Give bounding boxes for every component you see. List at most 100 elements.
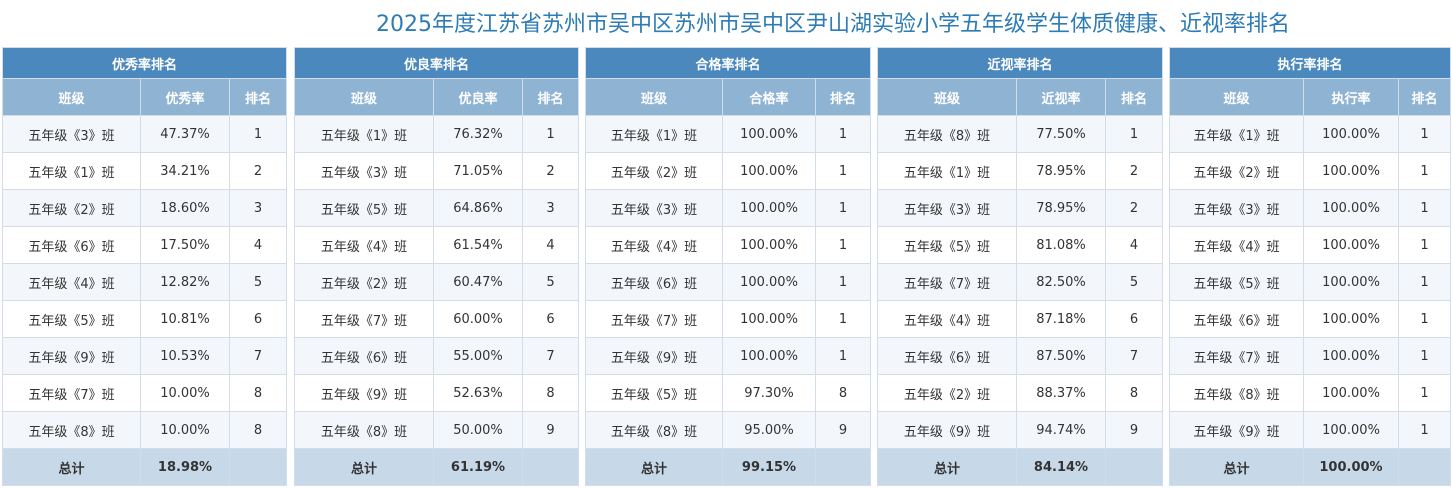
rate-cell: 10.00% — [140, 374, 230, 412]
table-row: 五年级《8》班 100.00% 1 — [1169, 374, 1452, 412]
rate-cell: 52.63% — [433, 374, 523, 412]
rate-cell: 100.00% — [722, 115, 816, 153]
table-row: 五年级《6》班 100.00% 1 — [585, 263, 872, 301]
rate-cell: 61.54% — [433, 226, 523, 264]
total-rank-empty — [1397, 448, 1452, 486]
class-name-cell: 五年级《7》班 — [877, 263, 1017, 301]
column-header: 班级 — [877, 78, 1017, 116]
class-name-cell: 五年级《7》班 — [1169, 337, 1304, 375]
rate-cell: 100.00% — [722, 263, 816, 301]
panel-header: 优良率排名 — [293, 47, 580, 79]
class-name-cell: 五年级《2》班 — [294, 263, 434, 301]
column-header: 优良率 — [433, 78, 523, 116]
class-name-cell: 五年级《3》班 — [2, 115, 141, 153]
rate-cell: 100.00% — [722, 300, 816, 338]
table-row: 五年级《7》班 100.00% 1 — [1169, 337, 1452, 375]
rate-cell: 55.00% — [433, 337, 523, 375]
table-row: 五年级《9》班 100.00% 1 — [1169, 411, 1452, 449]
total-label: 总计 — [585, 448, 723, 486]
table-row: 五年级《4》班 87.18% 6 — [877, 300, 1164, 338]
rank-cell: 9 — [521, 411, 580, 449]
rank-cell: 8 — [228, 374, 288, 412]
page-title: 2025年度江苏省苏州市吴中区苏州市吴中区尹山湖实验小学五年级学生体质健康、近视… — [376, 12, 1290, 37]
table-row: 五年级《6》班 55.00% 7 — [294, 337, 580, 375]
total-row: 总计 99.15% — [585, 448, 872, 486]
rate-cell: 60.47% — [433, 263, 523, 301]
rate-cell: 87.18% — [1016, 300, 1106, 338]
table-row: 五年级《2》班 88.37% 8 — [877, 374, 1164, 412]
class-name-cell: 五年级《3》班 — [1169, 189, 1304, 227]
column-header: 优秀率 — [140, 78, 230, 116]
rate-cell: 88.37% — [1016, 374, 1106, 412]
total-rank-empty — [521, 448, 580, 486]
table-row: 五年级《1》班 76.32% 1 — [294, 115, 580, 153]
excellent-rate-table: 优秀率排名 班级 优秀率 排名 五年级《3》班 47.37% 1 五年级《1》班 34.21% 2… — [1, 47, 288, 486]
rank-cell: 5 — [521, 263, 580, 301]
rank-cell: 2 — [1104, 189, 1164, 227]
column-header: 班级 — [2, 78, 141, 116]
class-name-cell: 五年级《5》班 — [2, 300, 141, 338]
class-name-cell: 五年级《9》班 — [585, 337, 723, 375]
rate-cell: 82.50% — [1016, 263, 1106, 301]
total-value: 84.14% — [1016, 448, 1106, 486]
rate-cell: 100.00% — [1303, 411, 1399, 449]
column-header: 执行率 — [1303, 78, 1399, 116]
table-row: 五年级《5》班 10.81% 6 — [2, 300, 288, 338]
rank-cell: 6 — [1104, 300, 1164, 338]
rate-cell: 71.05% — [433, 152, 523, 190]
class-name-cell: 五年级《6》班 — [877, 337, 1017, 375]
table-row: 五年级《6》班 17.50% 4 — [2, 226, 288, 264]
rank-cell: 1 — [814, 115, 872, 153]
class-name-cell: 五年级《6》班 — [585, 263, 723, 301]
table-row: 五年级《8》班 50.00% 9 — [294, 411, 580, 449]
table-row: 五年级《9》班 52.63% 8 — [294, 374, 580, 412]
rank-cell: 2 — [1104, 152, 1164, 190]
total-rank-empty — [228, 448, 288, 486]
rate-cell: 76.32% — [433, 115, 523, 153]
rank-cell: 1 — [1397, 337, 1452, 375]
class-name-cell: 五年级《6》班 — [2, 226, 141, 264]
table-row: 五年级《9》班 100.00% 1 — [585, 337, 872, 375]
total-value: 18.98% — [140, 448, 230, 486]
rank-cell: 1 — [1397, 263, 1452, 301]
table-row: 五年级《3》班 100.00% 1 — [585, 189, 872, 227]
class-name-cell: 五年级《4》班 — [877, 300, 1017, 338]
rate-cell: 10.53% — [140, 337, 230, 375]
rate-cell: 100.00% — [722, 189, 816, 227]
rate-cell: 100.00% — [1303, 337, 1399, 375]
class-name-cell: 五年级《1》班 — [294, 115, 434, 153]
rank-cell: 2 — [521, 152, 580, 190]
total-row: 总计 84.14% — [877, 448, 1164, 486]
rate-cell: 12.82% — [140, 263, 230, 301]
rate-cell: 17.50% — [140, 226, 230, 264]
class-name-cell: 五年级《4》班 — [1169, 226, 1304, 264]
rate-cell: 100.00% — [722, 337, 816, 375]
rank-cell: 1 — [1397, 300, 1452, 338]
rank-cell: 1 — [228, 115, 288, 153]
table-row: 五年级《3》班 71.05% 2 — [294, 152, 580, 190]
table-row: 五年级《4》班 61.54% 4 — [294, 226, 580, 264]
class-name-cell: 五年级《7》班 — [2, 374, 141, 412]
rank-cell: 6 — [521, 300, 580, 338]
rank-cell: 8 — [228, 411, 288, 449]
pass-rate-table: 合格率排名 班级 合格率 排名 五年级《1》班 100.00% 1 五年级《2》班 100.00… — [584, 47, 872, 486]
class-name-cell: 五年级《8》班 — [2, 411, 141, 449]
class-name-cell: 五年级《8》班 — [585, 411, 723, 449]
table-row: 五年级《4》班 100.00% 1 — [585, 226, 872, 264]
column-header: 排名 — [1104, 78, 1164, 116]
column-header: 班级 — [1169, 78, 1304, 116]
class-name-cell: 五年级《4》班 — [585, 226, 723, 264]
class-name-cell: 五年级《8》班 — [877, 115, 1017, 153]
column-header: 排名 — [1397, 78, 1452, 116]
column-header: 排名 — [521, 78, 580, 116]
total-label: 总计 — [1169, 448, 1304, 486]
rate-cell: 50.00% — [433, 411, 523, 449]
rank-cell: 1 — [521, 115, 580, 153]
column-header: 班级 — [585, 78, 723, 116]
table-row: 五年级《4》班 12.82% 5 — [2, 263, 288, 301]
class-name-cell: 五年级《1》班 — [1169, 115, 1304, 153]
class-name-cell: 五年级《1》班 — [877, 152, 1017, 190]
class-name-cell: 五年级《1》班 — [585, 115, 723, 153]
rank-cell: 1 — [814, 152, 872, 190]
total-value: 100.00% — [1303, 448, 1399, 486]
